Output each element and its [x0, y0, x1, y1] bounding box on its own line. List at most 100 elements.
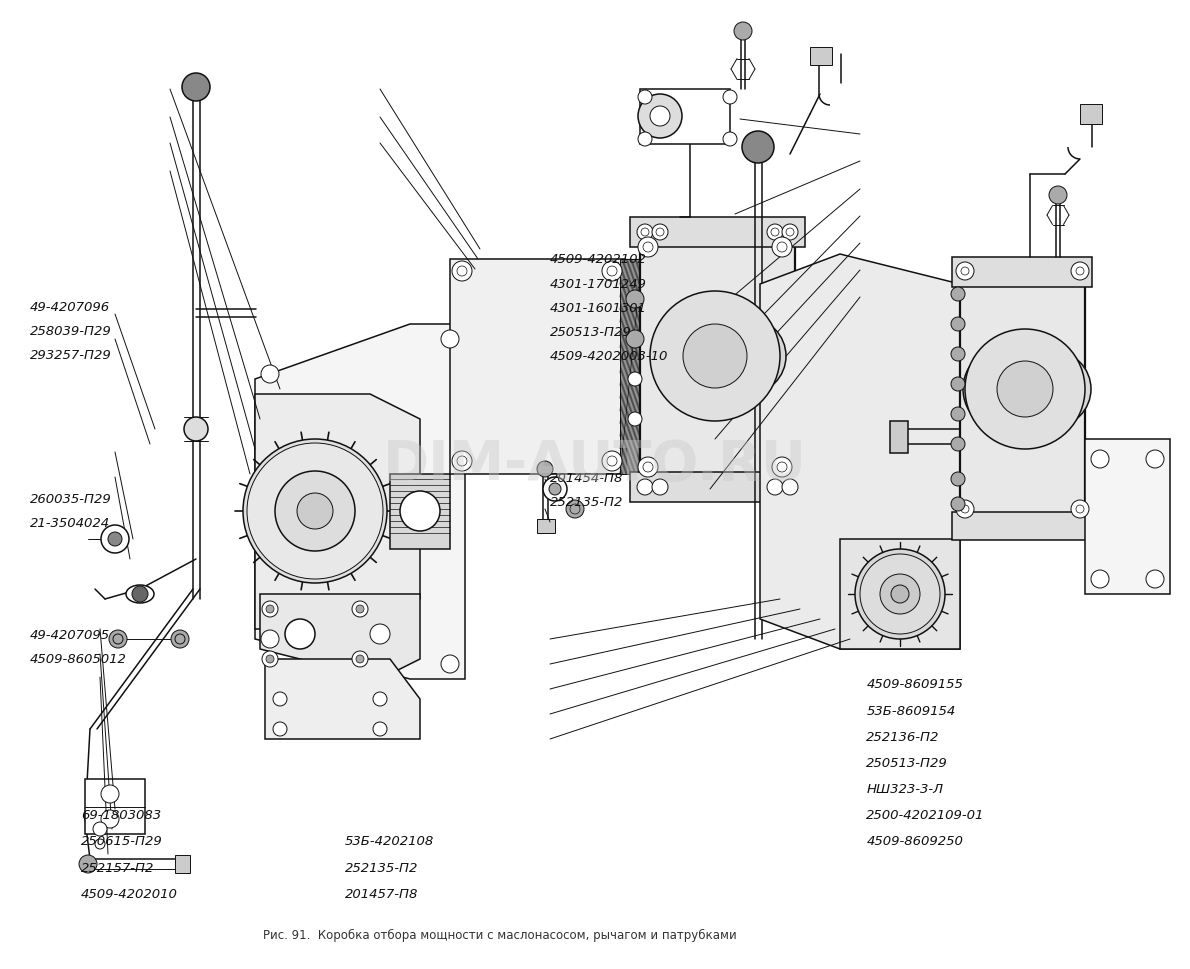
Circle shape	[724, 133, 737, 147]
Text: 49-4207095: 49-4207095	[30, 628, 109, 641]
Text: 4509-8609250: 4509-8609250	[866, 834, 963, 848]
Circle shape	[441, 330, 459, 349]
Circle shape	[638, 457, 658, 478]
Circle shape	[1146, 451, 1164, 469]
Text: 252135-П2: 252135-П2	[550, 495, 624, 509]
Circle shape	[372, 722, 387, 736]
Circle shape	[352, 602, 368, 617]
Bar	[390, 475, 450, 549]
Circle shape	[79, 855, 98, 873]
Bar	[890, 422, 908, 453]
Text: 4301-1601301: 4301-1601301	[550, 301, 646, 315]
Circle shape	[101, 810, 119, 828]
Circle shape	[628, 373, 641, 387]
Circle shape	[772, 457, 793, 478]
Circle shape	[1091, 451, 1109, 469]
Circle shape	[1146, 571, 1164, 588]
Text: Рис. 91.  Коробка отбора мощности с маслонасосом, рычагом и патрубками: Рис. 91. Коробка отбора мощности с масло…	[263, 927, 737, 941]
Bar	[537, 519, 555, 534]
Polygon shape	[265, 659, 420, 739]
Circle shape	[1050, 187, 1067, 204]
Circle shape	[652, 480, 668, 495]
Bar	[630, 473, 804, 503]
Circle shape	[352, 651, 368, 668]
Circle shape	[1036, 374, 1069, 406]
Text: 252136-П2: 252136-П2	[866, 730, 940, 743]
Circle shape	[171, 631, 189, 648]
Circle shape	[298, 493, 333, 529]
Circle shape	[109, 631, 127, 648]
Circle shape	[675, 336, 715, 377]
Circle shape	[650, 107, 670, 127]
Text: 4301-1701249: 4301-1701249	[550, 277, 646, 291]
Text: 201457-П8: 201457-П8	[345, 887, 419, 900]
Polygon shape	[259, 594, 420, 679]
Circle shape	[638, 91, 652, 105]
Circle shape	[768, 225, 783, 240]
Circle shape	[132, 586, 148, 603]
Text: 21-3504024: 21-3504024	[30, 516, 109, 530]
Circle shape	[543, 478, 566, 502]
Circle shape	[652, 225, 668, 240]
Circle shape	[452, 452, 472, 472]
Text: 49-4207096: 49-4207096	[30, 300, 109, 314]
Text: 260035-П29: 260035-П29	[30, 492, 112, 506]
Text: 4509-4202102: 4509-4202102	[550, 253, 646, 266]
Bar	[960, 269, 1085, 524]
Circle shape	[441, 655, 459, 673]
Circle shape	[273, 722, 287, 736]
Circle shape	[879, 575, 920, 614]
Circle shape	[956, 500, 973, 518]
Circle shape	[891, 585, 909, 604]
Circle shape	[637, 225, 653, 240]
Circle shape	[1071, 263, 1089, 281]
Circle shape	[782, 480, 798, 495]
Circle shape	[997, 361, 1053, 418]
Circle shape	[951, 288, 965, 301]
Circle shape	[262, 651, 278, 668]
Bar	[840, 540, 960, 649]
Circle shape	[356, 606, 364, 613]
Bar	[1081, 105, 1102, 125]
Circle shape	[653, 315, 737, 398]
Circle shape	[1071, 500, 1089, 518]
Polygon shape	[760, 255, 960, 649]
Circle shape	[182, 74, 209, 102]
Circle shape	[267, 655, 274, 664]
Circle shape	[951, 348, 965, 361]
Circle shape	[93, 822, 107, 836]
Text: 53Б-8609154: 53Б-8609154	[866, 703, 956, 717]
Circle shape	[372, 692, 387, 706]
Text: НШ323-3-Л: НШ323-3-Л	[866, 782, 944, 796]
Circle shape	[537, 461, 553, 478]
Circle shape	[452, 262, 472, 282]
Circle shape	[370, 624, 390, 644]
Bar	[640, 90, 729, 144]
Text: 53Б-4202108: 53Б-4202108	[345, 834, 434, 848]
Circle shape	[951, 473, 965, 486]
Bar	[952, 258, 1092, 288]
Circle shape	[1091, 571, 1109, 588]
Circle shape	[626, 291, 644, 309]
Text: 69-1803083: 69-1803083	[81, 808, 161, 822]
Text: 293257-П29: 293257-П29	[30, 349, 112, 362]
Bar	[175, 855, 190, 873]
Circle shape	[267, 606, 274, 613]
Circle shape	[602, 262, 622, 282]
Text: 201454-П8: 201454-П8	[550, 471, 624, 484]
Circle shape	[95, 839, 105, 849]
Circle shape	[951, 438, 965, 452]
Circle shape	[683, 325, 747, 389]
Circle shape	[284, 619, 315, 649]
Circle shape	[782, 225, 798, 240]
Circle shape	[275, 472, 355, 551]
Circle shape	[951, 497, 965, 512]
Circle shape	[248, 444, 383, 579]
Circle shape	[101, 785, 119, 803]
Circle shape	[965, 329, 1085, 450]
Circle shape	[987, 372, 1023, 408]
Circle shape	[963, 348, 1047, 431]
Circle shape	[638, 95, 682, 139]
Circle shape	[710, 319, 787, 394]
Circle shape	[734, 23, 752, 41]
